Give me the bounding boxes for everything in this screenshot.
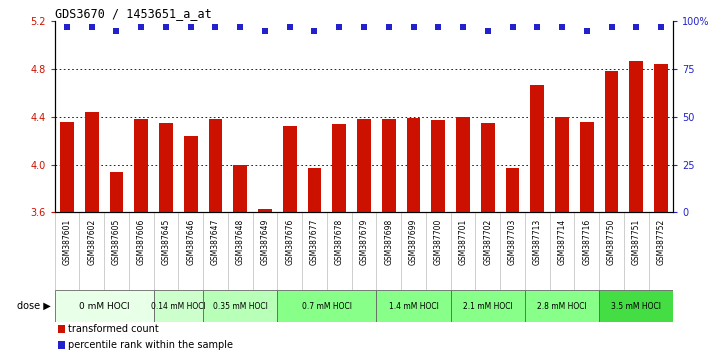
Text: GSM387701: GSM387701 [459,219,467,265]
Text: 2.8 mM HOCl: 2.8 mM HOCl [537,302,587,311]
Text: GSM387647: GSM387647 [211,219,220,265]
Text: dose ▶: dose ▶ [17,301,51,311]
Text: GSM387602: GSM387602 [87,219,96,265]
Text: GSM387649: GSM387649 [261,219,269,265]
Point [259,28,271,34]
Bar [154,290,203,322]
Point [655,24,667,30]
Text: GSM387750: GSM387750 [607,219,616,265]
Text: 0.7 mM HOCl: 0.7 mM HOCl [302,302,352,311]
Point [531,24,543,30]
Bar [110,172,123,212]
Text: 0.14 mM HOCl: 0.14 mM HOCl [151,302,206,311]
Point [111,28,122,34]
Bar [283,126,296,212]
Bar [58,341,65,349]
Bar [55,290,154,322]
Text: transformed count: transformed count [68,324,159,334]
Text: GSM387700: GSM387700 [434,219,443,265]
Bar [376,290,451,322]
Point [457,24,469,30]
Point [160,24,172,30]
Bar [456,117,470,212]
Text: GSM387703: GSM387703 [508,219,517,265]
Bar [308,168,321,212]
Bar [506,168,519,212]
Point [185,24,197,30]
Bar [258,209,272,212]
Point [581,28,593,34]
Text: GSM387605: GSM387605 [112,219,121,265]
Bar [277,290,376,322]
Text: GSM387677: GSM387677 [310,219,319,265]
Bar [159,123,173,212]
Point [358,24,370,30]
Text: GSM387699: GSM387699 [409,219,418,265]
Text: 0 mM HOCl: 0 mM HOCl [79,302,130,311]
Bar [605,72,618,212]
Bar [85,112,98,212]
Point [482,28,494,34]
Bar [60,121,74,212]
Bar [135,119,148,212]
Point [135,24,147,30]
Point [234,24,246,30]
Text: GSM387606: GSM387606 [137,219,146,265]
Text: 2.1 mM HOCl: 2.1 mM HOCl [463,302,513,311]
Bar [481,123,494,212]
Point [284,24,296,30]
Point [507,24,518,30]
Text: GSM387714: GSM387714 [558,219,566,265]
Point [86,24,98,30]
Point [333,24,345,30]
Text: GSM387648: GSM387648 [236,219,245,265]
Text: GSM387679: GSM387679 [360,219,368,265]
Bar [531,85,544,212]
Point [606,24,617,30]
Bar [184,136,197,212]
Point [383,24,395,30]
Bar [58,325,65,333]
Text: GSM387601: GSM387601 [63,219,71,265]
Point [210,24,221,30]
Text: GSM387752: GSM387752 [657,219,665,265]
Bar [432,120,445,212]
Point [408,24,419,30]
Text: GSM387698: GSM387698 [384,219,393,265]
Text: GSM387716: GSM387716 [582,219,591,265]
Text: 3.5 mM HOCl: 3.5 mM HOCl [612,302,661,311]
Point [630,24,642,30]
Bar [580,121,593,212]
Bar [525,290,599,322]
Bar [357,119,371,212]
Point [61,24,73,30]
Text: percentile rank within the sample: percentile rank within the sample [68,340,233,350]
Text: GSM387678: GSM387678 [335,219,344,265]
Bar [209,119,222,212]
Bar [599,290,673,322]
Text: GSM387702: GSM387702 [483,219,492,265]
Text: GSM387751: GSM387751 [632,219,641,265]
Point [556,24,568,30]
Text: 1.4 mM HOCl: 1.4 mM HOCl [389,302,438,311]
Point [309,28,320,34]
Text: GSM387645: GSM387645 [162,219,170,265]
Text: GDS3670 / 1453651_a_at: GDS3670 / 1453651_a_at [55,7,211,20]
Text: GSM387676: GSM387676 [285,219,294,265]
Bar [654,64,668,212]
Text: GSM387646: GSM387646 [186,219,195,265]
Bar [630,61,643,212]
Bar [451,290,525,322]
Text: GSM387713: GSM387713 [533,219,542,265]
Bar [555,117,569,212]
Bar [407,118,420,212]
Bar [203,290,277,322]
Bar [333,124,346,212]
Bar [382,119,395,212]
Point [432,24,444,30]
Text: 0.35 mM HOCl: 0.35 mM HOCl [213,302,268,311]
Bar [234,165,247,212]
